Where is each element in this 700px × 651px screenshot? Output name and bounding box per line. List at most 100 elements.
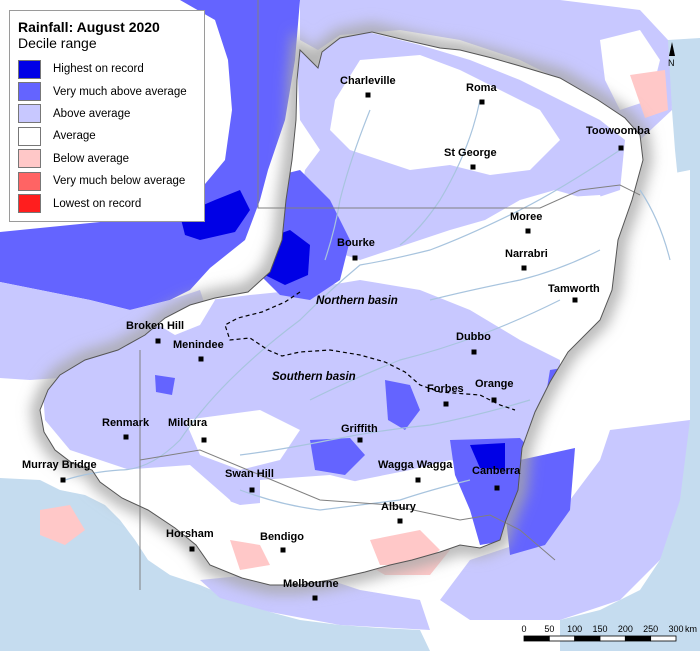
town-label: Toowoomba	[586, 125, 651, 137]
legend-item: Average	[18, 125, 204, 147]
legend-swatch	[18, 194, 41, 214]
legend-item: Very much above average	[18, 80, 204, 102]
basin-divider	[224, 291, 516, 411]
town-marker	[470, 164, 476, 170]
town-label: St George	[444, 147, 497, 159]
town-label: Roma	[466, 82, 497, 94]
legend-swatch	[18, 149, 41, 169]
town-marker	[415, 477, 421, 483]
legend-items: Highest on record Very much above average…	[18, 58, 204, 215]
scale-segment	[574, 635, 601, 642]
scale-tick-label: 200	[618, 624, 633, 634]
town-label: Mildura	[168, 417, 208, 429]
town-label: Dubbo	[456, 331, 491, 343]
outside-below-ne	[630, 70, 668, 118]
outside-record-patch	[180, 190, 250, 240]
town-marker	[155, 338, 161, 344]
outside-above-se	[440, 420, 690, 620]
town-marker	[60, 477, 66, 483]
town-marker	[201, 437, 207, 443]
very-much-above-menindee	[155, 375, 175, 395]
scale-tick-label: 50	[544, 624, 554, 634]
northern-basin-label: Northern basin	[316, 295, 398, 307]
town-marker	[494, 485, 500, 491]
outside-average-east	[640, 170, 690, 380]
legend-label: Average	[53, 130, 96, 143]
legend-swatch	[18, 126, 41, 146]
town-marker	[521, 265, 527, 271]
legend-swatch	[18, 82, 41, 102]
town-marker	[123, 434, 129, 440]
average-east	[470, 195, 620, 340]
town-label: Forbes	[427, 383, 464, 395]
legend-label: Very much above average	[53, 85, 187, 98]
scale-tick-label: 100	[567, 624, 582, 634]
legend-item: Above average	[18, 103, 204, 125]
scale-tick-label: 0	[521, 624, 526, 634]
town-marker	[479, 99, 485, 105]
town-label: Bourke	[337, 237, 375, 249]
scale-tick-label: 250	[643, 624, 658, 634]
town-label: Tamworth	[548, 283, 600, 295]
southern-ocean	[0, 478, 430, 651]
town-label: Melbourne	[283, 578, 339, 590]
legend: Rainfall: August 2020 Decile range Highe…	[9, 10, 205, 222]
very-much-above-griffith	[385, 380, 420, 430]
tasman-sea	[560, 38, 700, 651]
rivers	[64, 99, 671, 511]
legend-label: Very much below average	[53, 175, 186, 188]
town-marker	[312, 595, 318, 601]
scale-segment	[599, 635, 626, 642]
town-marker	[443, 401, 449, 407]
average-north	[330, 55, 560, 175]
average-mildura	[185, 410, 300, 470]
legend-swatch	[18, 104, 41, 124]
legend-label: Lowest on record	[53, 197, 142, 210]
north-arrow-icon	[669, 42, 675, 56]
outside-above-north	[300, 0, 672, 140]
scale-tick-label: 300	[668, 624, 683, 634]
town-label: Renmark	[102, 417, 150, 429]
legend-item: Very much below average	[18, 170, 204, 192]
outside-below-sa	[40, 505, 85, 545]
basin-boundary	[39, 31, 644, 586]
town-label: Canberra	[472, 465, 521, 477]
town-label: Moree	[510, 211, 542, 223]
legend-label: Highest on record	[53, 63, 144, 76]
town-marker	[357, 437, 363, 443]
below-average-albury	[370, 530, 440, 565]
gulf-water	[0, 480, 20, 560]
town-label: Broken Hill	[126, 320, 184, 332]
very-much-above-swan	[310, 438, 365, 475]
town-markers: Charleville Roma Toowoomba St George Moree Bo…	[22, 75, 651, 601]
town-label: Bendigo	[260, 531, 304, 543]
town-marker	[572, 297, 578, 303]
north-arrow-label: N	[668, 58, 675, 68]
above-average-bourke-small	[345, 205, 365, 220]
town-label: Albury	[381, 501, 417, 513]
legend-label: Above average	[53, 107, 131, 120]
north-arrow: N	[668, 42, 675, 68]
scale-unit: km	[685, 624, 697, 634]
legend-label: Below average	[53, 152, 130, 165]
legend-swatch	[18, 59, 41, 79]
town-marker	[397, 518, 403, 524]
legend-subtitle: Decile range	[18, 35, 97, 51]
town-label: Horsham	[166, 528, 214, 540]
scale-tick-label: 150	[592, 624, 607, 634]
scale-segment	[548, 635, 576, 642]
legend-item: Lowest on record	[18, 192, 204, 214]
town-marker	[365, 92, 371, 98]
town-label: Orange	[475, 378, 514, 390]
state-borders	[139, 0, 641, 590]
town-label: Wagga Wagga	[378, 459, 453, 471]
town-marker	[280, 547, 286, 553]
town-label: Griffith	[341, 423, 378, 435]
town-marker	[491, 397, 497, 403]
below-average-bendigo	[230, 540, 270, 570]
legend-title: Rainfall: August 2020	[18, 19, 160, 35]
scale-segment	[650, 635, 677, 642]
legend-item: Highest on record	[18, 58, 204, 80]
town-marker	[471, 349, 477, 355]
scale-segment	[523, 635, 550, 642]
